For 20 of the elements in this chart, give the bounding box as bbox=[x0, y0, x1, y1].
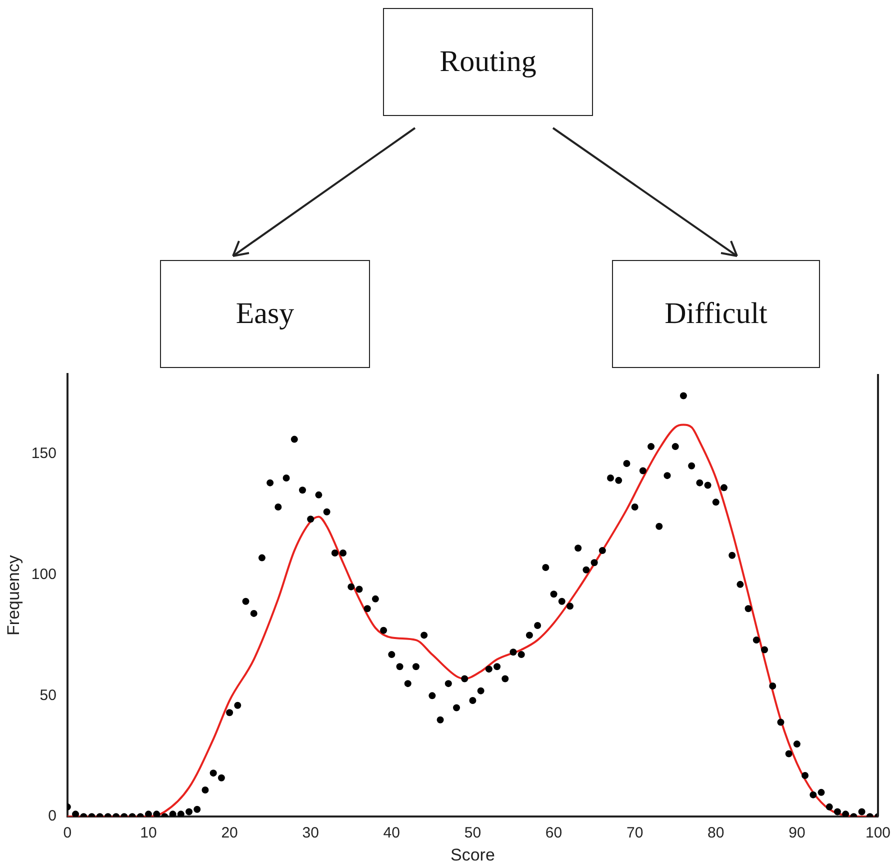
x-tick-label: 0 bbox=[63, 824, 72, 842]
x-tick-label: 100 bbox=[865, 824, 891, 842]
x-tick-label: 40 bbox=[383, 824, 400, 842]
text: Easy bbox=[236, 297, 294, 331]
x-axis-title: Score bbox=[450, 845, 495, 864]
x-tick-label: 30 bbox=[302, 824, 319, 842]
x-tick-label: 70 bbox=[626, 824, 644, 842]
y-tick-label: 0 bbox=[48, 808, 56, 825]
x-tick-label: 60 bbox=[545, 824, 562, 842]
x-tick-label: 20 bbox=[221, 824, 238, 842]
y-tick-label: 100 bbox=[31, 566, 56, 583]
x-tick-label: 90 bbox=[788, 824, 806, 842]
x-tick-label: 50 bbox=[464, 824, 482, 842]
x-tick-label: 10 bbox=[140, 824, 157, 842]
y-axis-title: Frequency bbox=[4, 554, 23, 636]
text: Difficult bbox=[664, 297, 768, 331]
x-tick-label: 80 bbox=[708, 824, 724, 842]
y-tick-label: 50 bbox=[40, 686, 56, 704]
y-tick-label: 150 bbox=[31, 444, 56, 462]
text: Routing bbox=[440, 45, 536, 79]
